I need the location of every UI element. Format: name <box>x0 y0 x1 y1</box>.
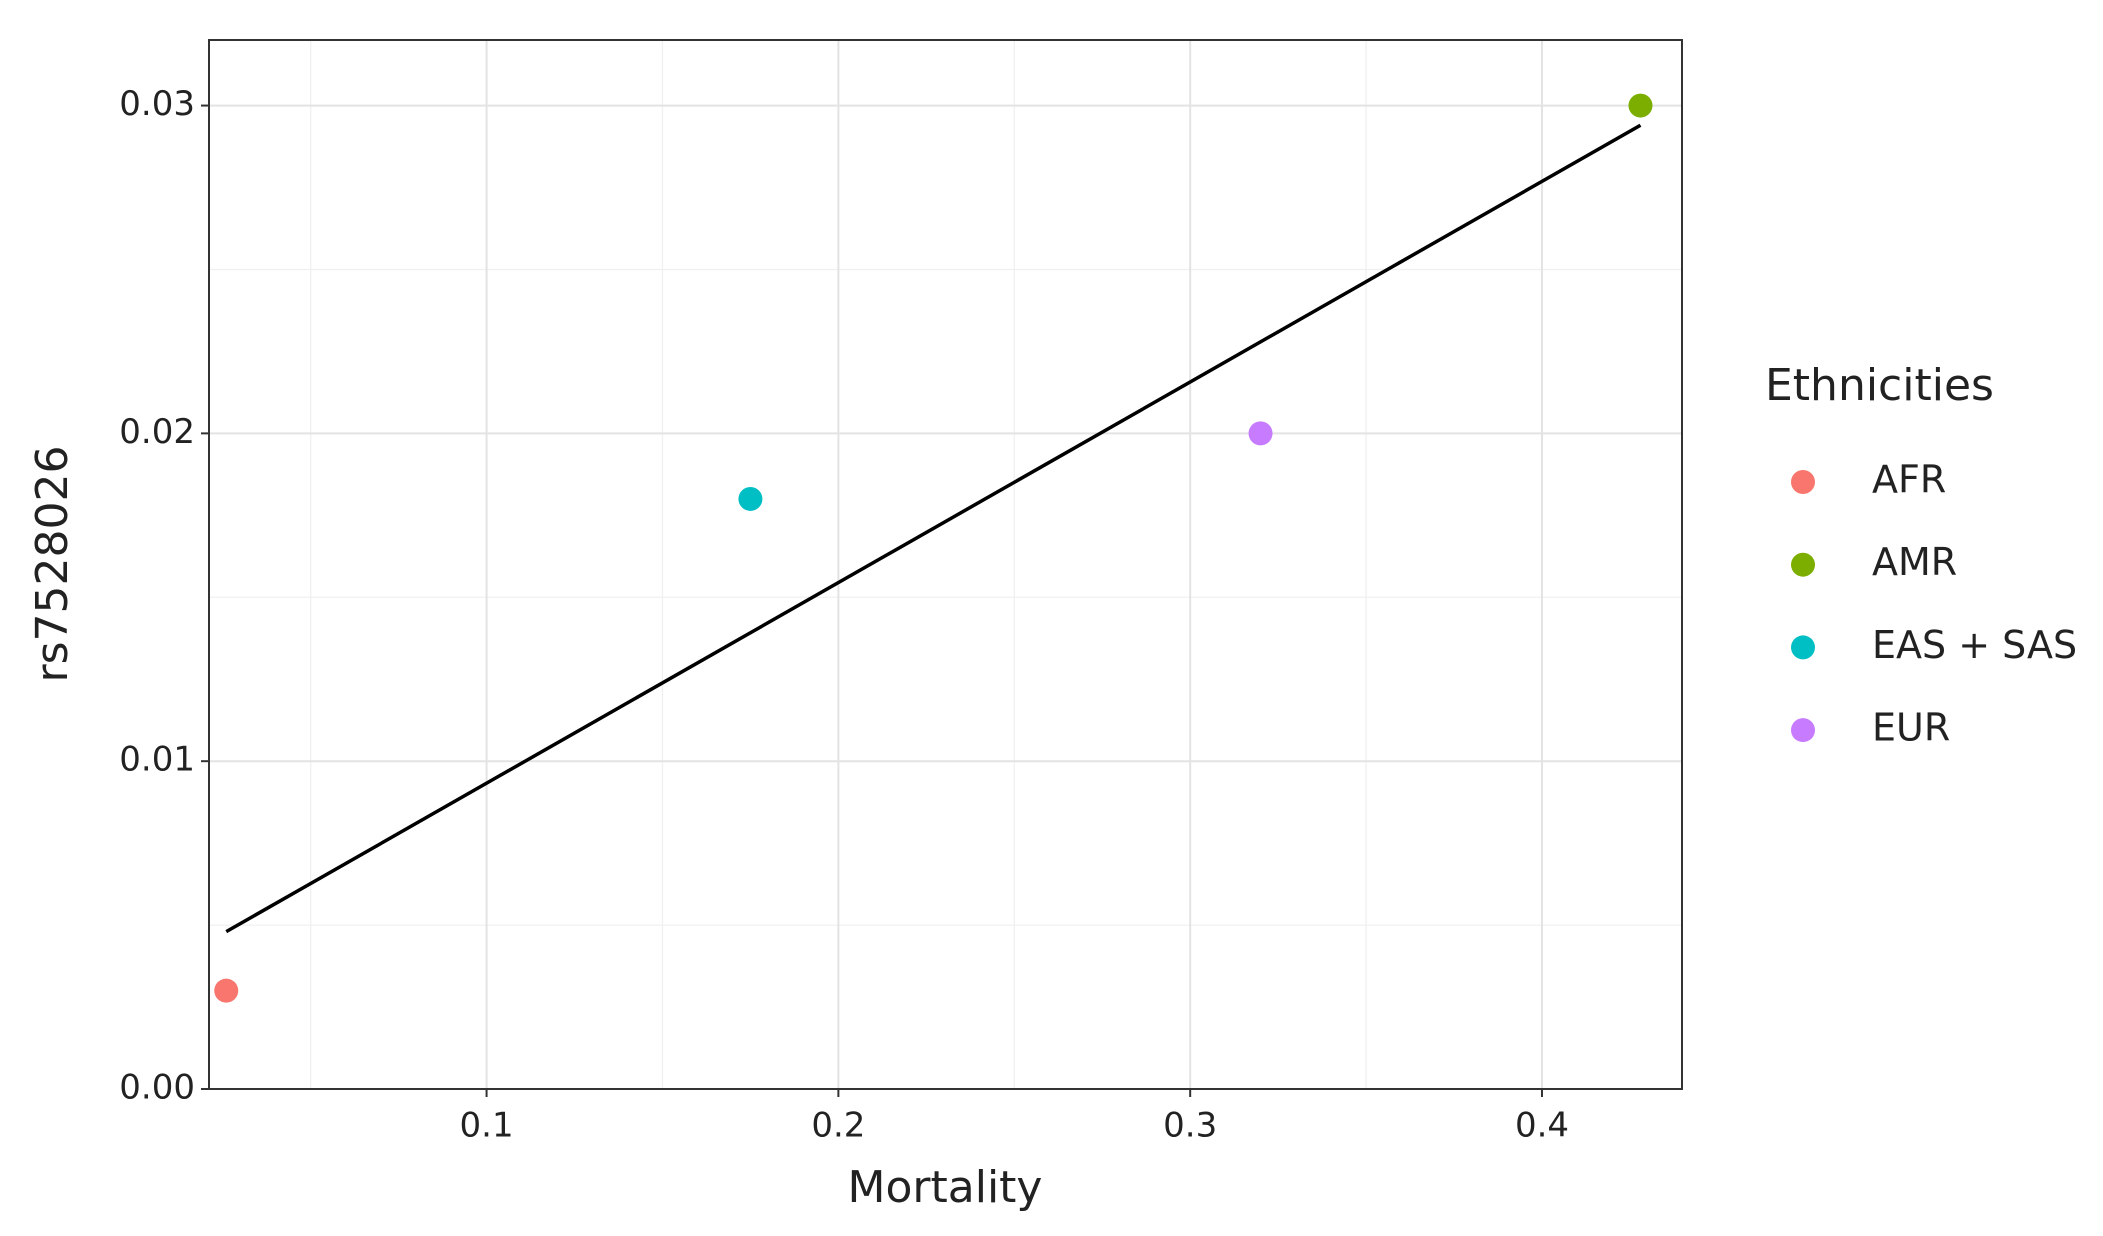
y-tick-label: 0.03 <box>119 84 195 124</box>
point <box>1628 93 1653 118</box>
x-tick-label: 0.1 <box>460 1106 514 1146</box>
legend-swatch <box>1791 718 1815 743</box>
trend-line <box>225 123 1642 934</box>
point <box>1248 421 1273 446</box>
legend-label: AMR <box>1872 540 1957 584</box>
x-tick-label: 0.4 <box>1515 1106 1569 1146</box>
legend-swatch <box>1791 552 1815 577</box>
point <box>214 978 239 1003</box>
y-tick-label: 0.01 <box>119 740 195 780</box>
legend-swatch <box>1791 635 1815 660</box>
y-tick-label: 0.02 <box>119 412 195 452</box>
x-tick-label: 0.3 <box>1163 1106 1217 1146</box>
legend-label: EAS + SAS <box>1872 623 2077 667</box>
plot-border <box>208 39 1683 1090</box>
point <box>738 486 763 511</box>
y-tick-label: 0.00 <box>119 1068 195 1108</box>
x-tick-label: 0.2 <box>811 1106 865 1146</box>
legend-label: AFR <box>1872 458 1946 502</box>
legend-label: EUR <box>1872 706 1950 750</box>
x-axis-title: Mortality <box>848 1162 1043 1213</box>
legend-swatch <box>1791 470 1815 494</box>
legend-title: Ethnicities <box>1765 360 1994 411</box>
y-axis-title: rs7528026 <box>27 446 78 683</box>
